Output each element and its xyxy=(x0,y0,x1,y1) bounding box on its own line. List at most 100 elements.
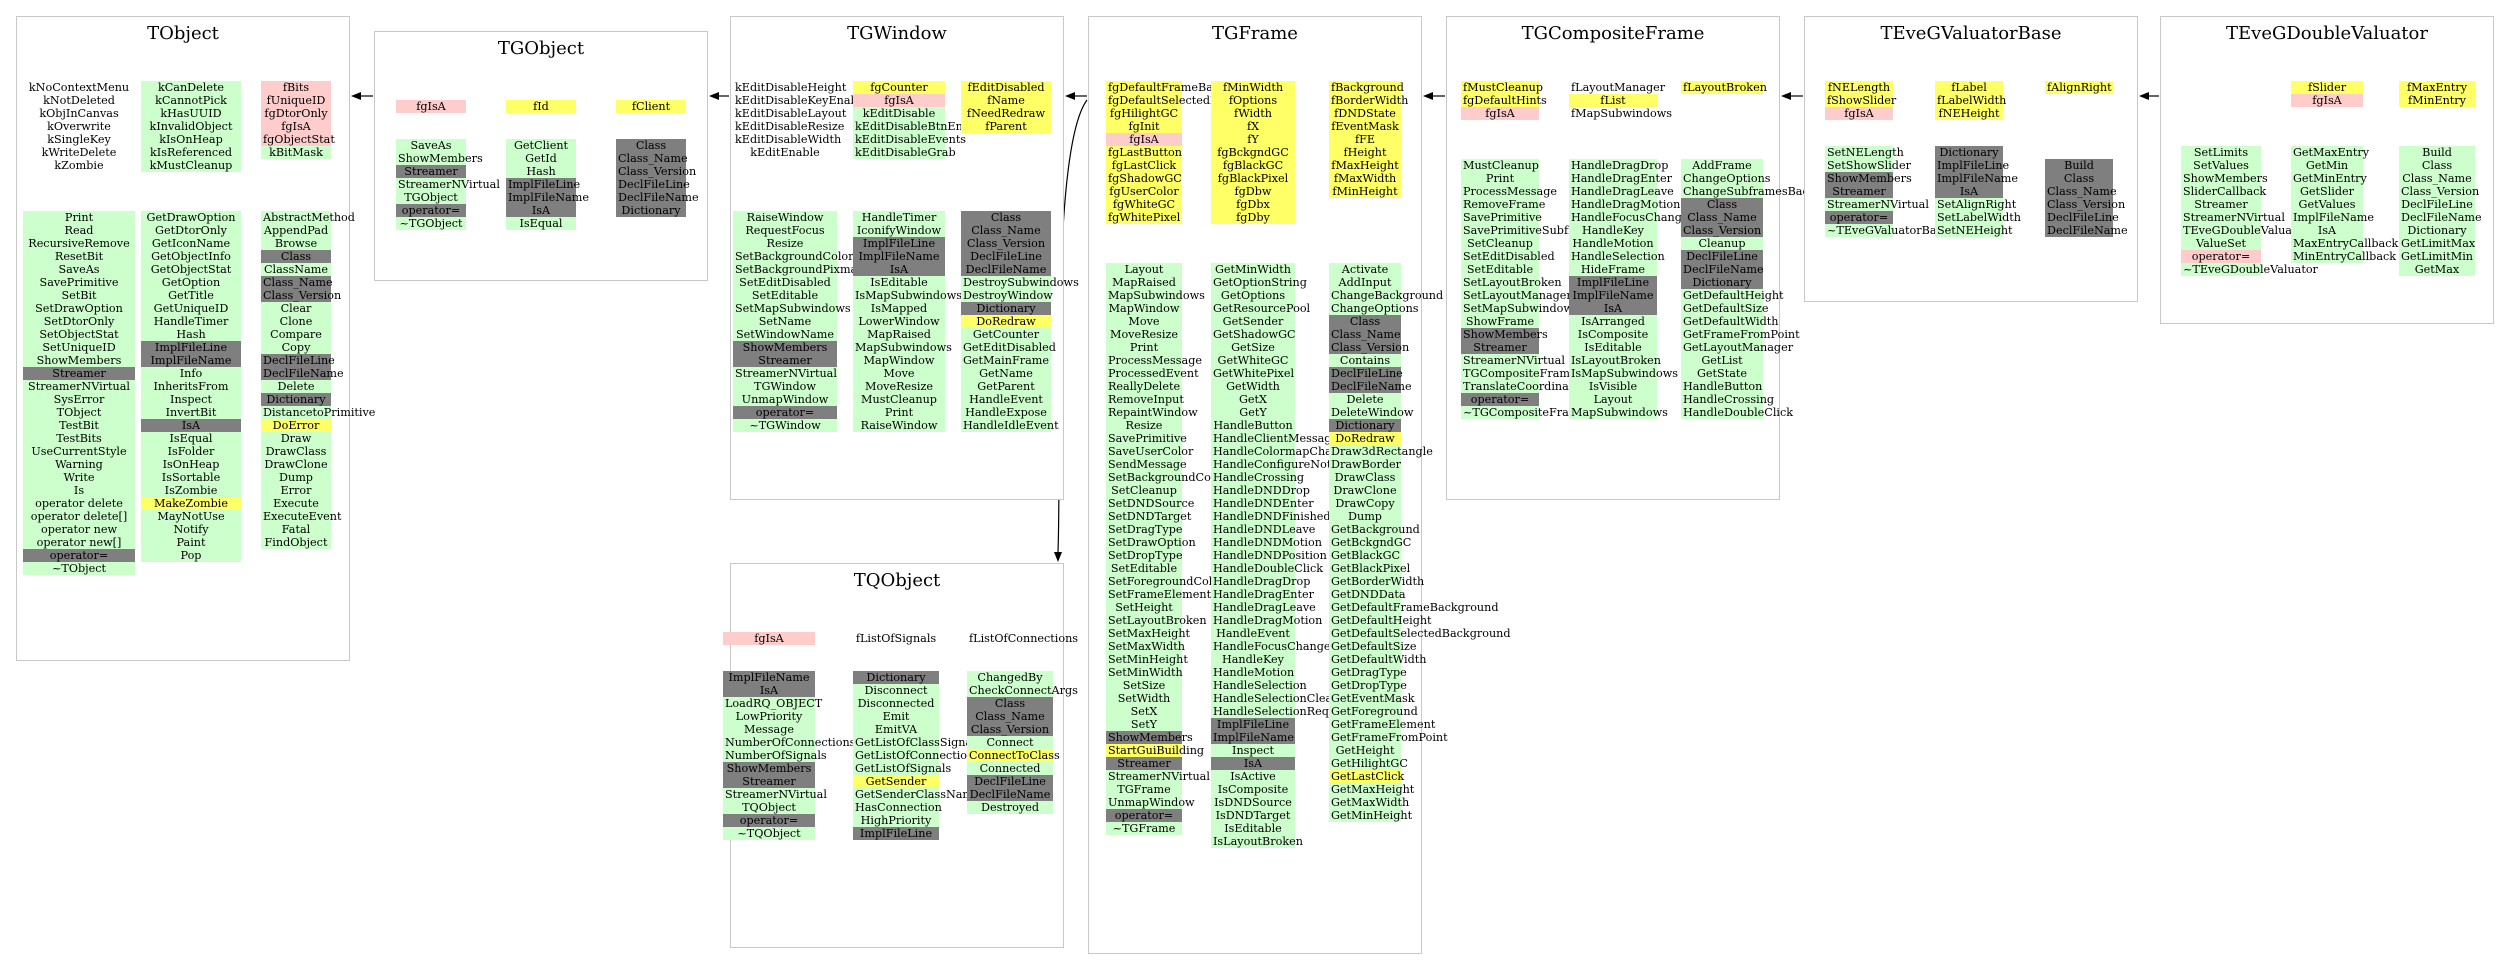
member-label: GetId xyxy=(506,152,576,165)
member-label: Dictionary xyxy=(616,204,686,217)
member-label: HasConnection xyxy=(853,801,942,814)
member-label: ProcessMessage xyxy=(1106,354,1202,367)
member-label: DrawClass xyxy=(1329,471,1401,484)
member-spacer xyxy=(2045,133,2113,146)
member-label: ~TObject xyxy=(23,562,135,575)
member-label: Class_Name xyxy=(967,710,1053,723)
member-label: Disconnected xyxy=(853,697,939,710)
member-spacer xyxy=(1329,224,1401,237)
member-label: fgIsA xyxy=(261,120,331,133)
member-spacer xyxy=(1106,250,1182,263)
member-label: kCannotPick xyxy=(141,94,241,107)
member-label: HandleDragEnter xyxy=(1569,172,1672,185)
member-label: SaveUserColor xyxy=(1106,445,1194,458)
member-label: TestBit xyxy=(23,419,135,432)
member-label: SetDNDTarget xyxy=(1106,510,1192,523)
member-spacer xyxy=(1935,120,2003,133)
member-spacer xyxy=(1681,120,1763,133)
member-label: GetCounter xyxy=(961,328,1051,341)
member-label: Streamer xyxy=(1825,185,1893,198)
member-label: ImplFileLine xyxy=(853,237,945,250)
member-label: SetLimits xyxy=(2181,146,2261,159)
member-label: HandleKey xyxy=(1211,653,1295,666)
member-spacer xyxy=(1211,250,1295,263)
member-label: GetWhiteGC xyxy=(1211,354,1295,367)
member-label: SetLayoutManager xyxy=(1461,289,1572,302)
class-title-tgobject: TGObject xyxy=(497,38,585,59)
member-label: kMustCleanup xyxy=(141,159,241,172)
member-label: fNEHeight xyxy=(1935,107,2003,120)
member-label: DrawClass xyxy=(261,445,331,458)
member-label: GetOptionString xyxy=(1211,276,1307,289)
member-label: Cleanup xyxy=(1681,237,1763,250)
member-label: DeclFileName xyxy=(1329,380,1412,393)
member-label: HandleMotion xyxy=(1211,666,1295,679)
member-label: TObject xyxy=(23,406,135,419)
member-label: TestBits xyxy=(23,432,135,445)
member-label: HandleIdleEvent xyxy=(961,419,1059,432)
member-label: Read xyxy=(23,224,135,237)
class-box-tevegdoublevaluator: TEveGDoubleValuator SetLimits SetValues Sh… xyxy=(2160,16,2494,324)
member-spacer xyxy=(2181,120,2261,133)
member-label: SetX xyxy=(1106,705,1182,718)
member-label: GetDefaultWidth xyxy=(1681,315,1779,328)
member-label: fBackground xyxy=(1329,81,1404,94)
member-label: SavePrimitiveSubframes xyxy=(1461,224,1604,237)
member-label: SetFrameElement xyxy=(1106,588,1212,601)
member-label: fgIsA xyxy=(853,94,945,107)
member-spacer xyxy=(2045,94,2113,107)
member-label: fgBckgndGC xyxy=(1211,146,1295,159)
member-label: StreamerNVirtual xyxy=(396,178,500,191)
member-label: Build xyxy=(2399,146,2475,159)
member-label: Dictionary xyxy=(853,671,939,684)
member-label: SetMapSubwindows xyxy=(1461,302,1579,315)
member-label: SetValues xyxy=(2181,159,2261,172)
member-label: GetHeight xyxy=(1329,744,1401,757)
member-label: SetShowSlider xyxy=(1825,159,1911,172)
member-label: Class xyxy=(261,250,331,263)
member-label: GetMaxWidth xyxy=(1329,796,1410,809)
member-label: IsLayoutBroken xyxy=(1569,354,1661,367)
member-label: fMapSubwindows xyxy=(1571,107,1673,120)
member-spacer xyxy=(23,185,135,198)
member-label: SetMaxHeight xyxy=(1106,627,1191,640)
member-label: DeclFileName xyxy=(961,263,1051,276)
member-label: MoveResize xyxy=(1106,328,1182,341)
member-label: IsA xyxy=(2291,224,2363,237)
member-label: HandleClientMessage xyxy=(1211,432,1339,445)
member-label: SetBackgroundPixmap xyxy=(733,263,865,276)
member-label: operator= xyxy=(23,549,135,562)
member-label: RequestFocus xyxy=(733,224,837,237)
member-spacer xyxy=(261,185,331,198)
member-label: TGFrame xyxy=(1106,783,1182,796)
member-label: StreamerNVirtual xyxy=(1106,770,1210,783)
member-label: fgDby xyxy=(1211,211,1295,224)
member-label: HandleDoubleClick xyxy=(1681,406,1794,419)
member-label: Class xyxy=(2399,159,2475,172)
member-label: HandleDNDPosition xyxy=(1211,549,1327,562)
member-label: HandleDragDrop xyxy=(1211,575,1311,588)
member-label: fgIsA xyxy=(1461,107,1539,120)
member-column: fMustCleanup fgDefaultHints fgIsA MustClean… xyxy=(1461,81,1604,419)
member-label: Class_Version xyxy=(1329,341,1410,354)
member-label: operator new[] xyxy=(23,536,135,549)
member-label: GetObjectStat xyxy=(141,263,241,276)
member-label: GetName xyxy=(961,367,1051,380)
member-spacer xyxy=(853,172,945,185)
member-spacer xyxy=(396,113,466,126)
member-label: ShowMembers xyxy=(1106,731,1193,744)
member-label: InvertBit xyxy=(141,406,241,419)
member-label: SetName xyxy=(733,315,837,328)
member-label: Class xyxy=(1681,198,1763,211)
member-label: Move xyxy=(853,367,945,380)
member-label: IsMapSubwindows xyxy=(1569,367,1679,380)
member-label: SetEditable xyxy=(1461,263,1539,276)
member-spacer xyxy=(2399,120,2475,133)
member-label: Class_Name xyxy=(2045,185,2117,198)
member-spacer xyxy=(961,172,1051,185)
member-label: GetBckgndGC xyxy=(1329,536,1412,549)
member-spacer xyxy=(1211,224,1295,237)
member-label: IsComposite xyxy=(1211,783,1295,796)
member-spacer xyxy=(961,198,1051,211)
member-spacer xyxy=(723,645,815,658)
